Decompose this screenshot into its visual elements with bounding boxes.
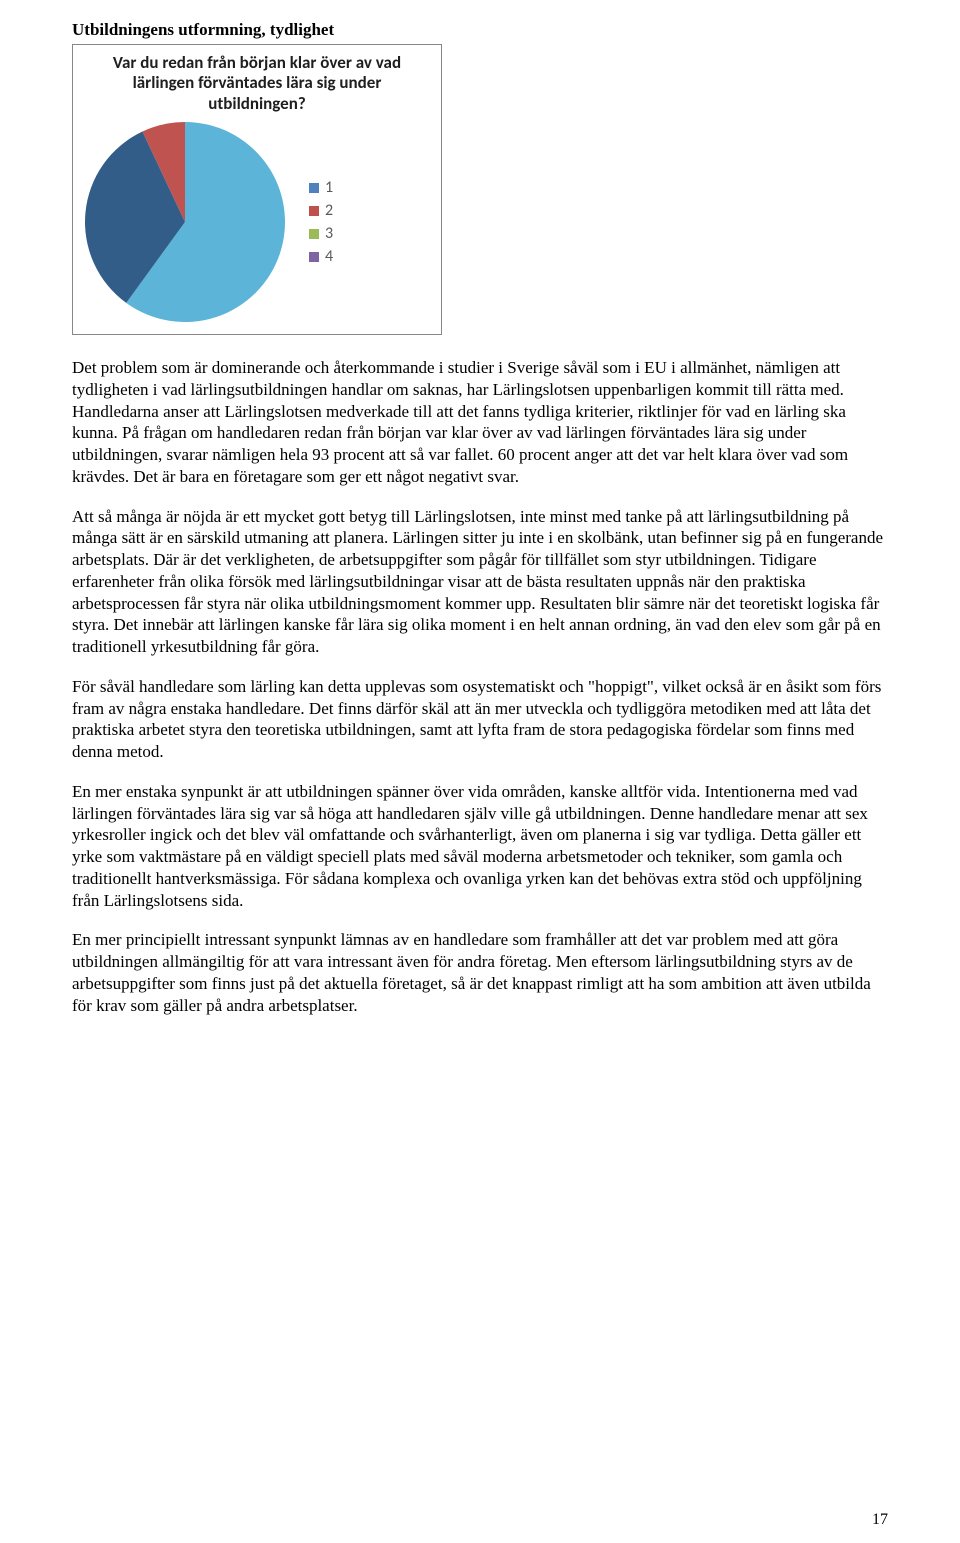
legend-label: 3 xyxy=(325,224,333,243)
paragraph: Det problem som är dominerande och återk… xyxy=(72,357,888,488)
pie-graphic xyxy=(85,122,285,322)
legend-swatch xyxy=(309,206,319,216)
chart-body: 1 2 3 4 xyxy=(85,122,429,322)
legend-label: 2 xyxy=(325,201,333,220)
chart-legend: 1 2 3 4 xyxy=(309,174,333,270)
legend-item: 1 xyxy=(309,178,333,197)
paragraph: För såväl handledare som lärling kan det… xyxy=(72,676,888,763)
legend-label: 4 xyxy=(325,247,333,266)
paragraph: Att så många är nöjda är ett mycket gott… xyxy=(72,506,888,658)
chart-title: Var du redan från början klar över av va… xyxy=(85,53,429,114)
page-number: 17 xyxy=(872,1511,888,1529)
legend-swatch xyxy=(309,183,319,193)
legend-swatch xyxy=(309,229,319,239)
legend-swatch xyxy=(309,252,319,262)
legend-label: 1 xyxy=(325,178,333,197)
legend-item: 2 xyxy=(309,201,333,220)
legend-item: 3 xyxy=(309,224,333,243)
body-text: Det problem som är dominerande och återk… xyxy=(72,357,888,1016)
paragraph: En mer enstaka synpunkt är att utbildnin… xyxy=(72,781,888,912)
paragraph: En mer principiellt intressant synpunkt … xyxy=(72,929,888,1016)
section-title: Utbildningens utformning, tydlighet xyxy=(72,20,888,40)
survey-pie-chart: Var du redan från början klar över av va… xyxy=(72,44,442,335)
legend-item: 4 xyxy=(309,247,333,266)
document-page: Utbildningens utformning, tydlighet Var … xyxy=(0,0,960,1543)
